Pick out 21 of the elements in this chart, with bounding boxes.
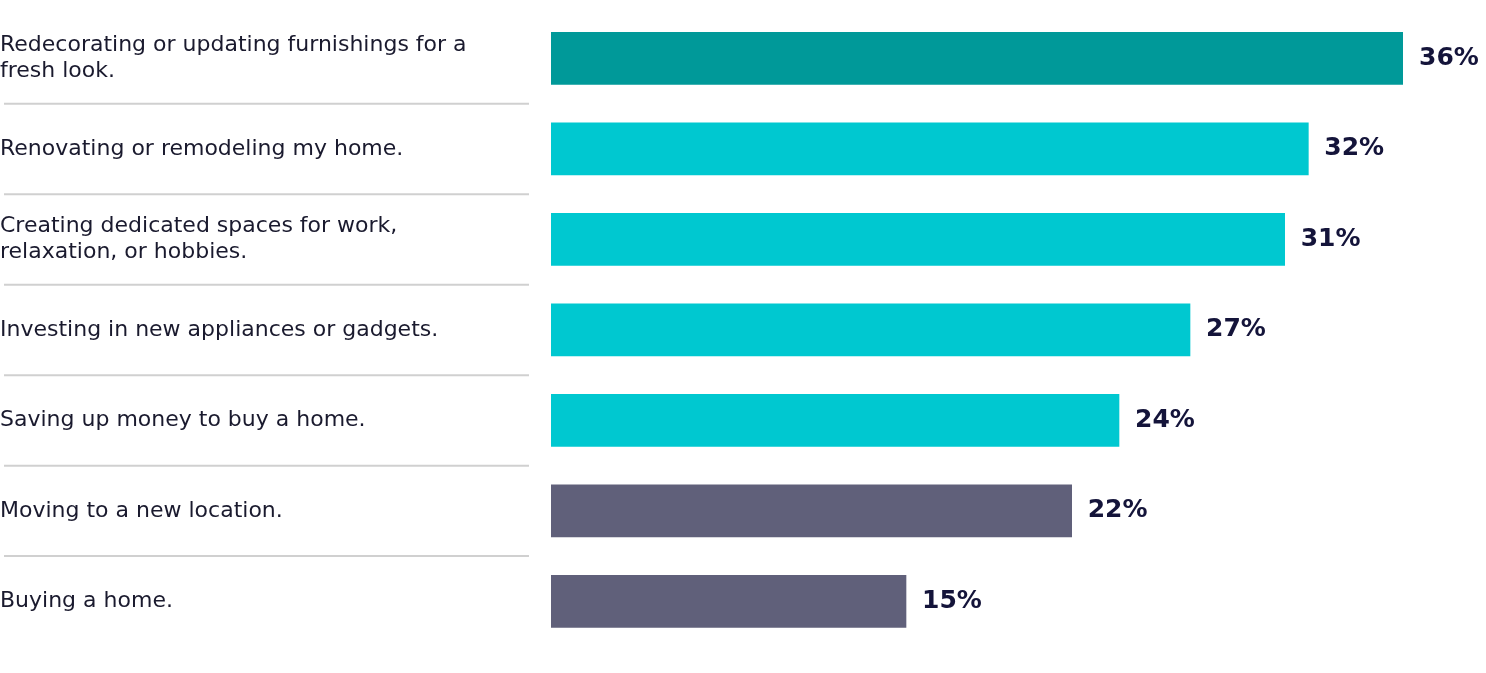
data-label: 31% <box>1300 222 1361 252</box>
data-label: 22% <box>1087 494 1148 524</box>
data-label: 27% <box>1206 313 1266 343</box>
y-tick-label: Investing in new appliances or gadgets. <box>0 315 439 341</box>
data-label: 15% <box>922 584 982 614</box>
data-label: 32% <box>1324 132 1385 162</box>
bar <box>551 484 1072 538</box>
y-tick-label: Saving up money to buy a home. <box>0 406 366 432</box>
bar <box>551 213 1285 266</box>
bar <box>551 394 1120 447</box>
bar <box>551 575 907 628</box>
bar <box>551 32 1403 85</box>
bar <box>551 303 1191 357</box>
data-label: 36% <box>1419 41 1479 71</box>
y-tick-label: Creating dedicated spaces for work, relaxation, or hobbies. <box>0 211 398 264</box>
y-tick-label: Renovating or remodeling my home. <box>0 134 404 160</box>
data-label: 24% <box>1135 403 1195 433</box>
y-tick-label: Buying a home. <box>0 587 173 613</box>
y-tick-label: Moving to a new location. <box>0 496 283 522</box>
bar <box>551 122 1309 176</box>
y-tick-label: Redecorating or updating furnishings for a fresh look. <box>0 30 467 83</box>
